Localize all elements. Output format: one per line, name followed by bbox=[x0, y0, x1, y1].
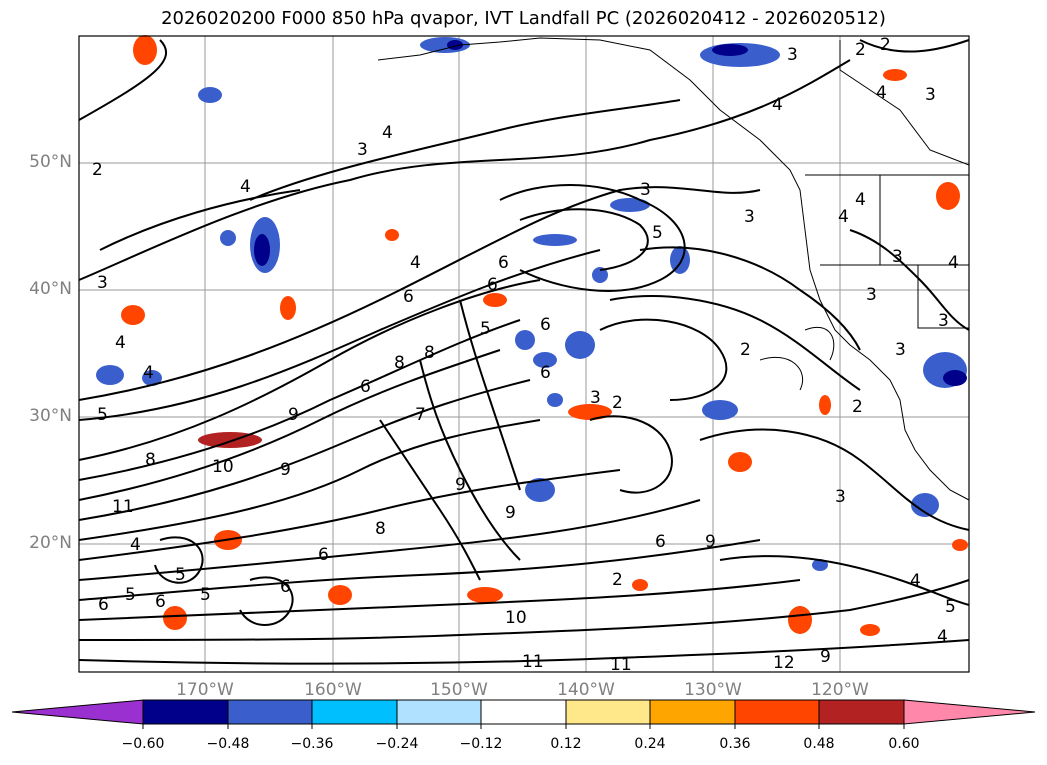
ivt-contours bbox=[78, 39, 970, 665]
contour-label: 9 bbox=[820, 647, 831, 667]
gridlines bbox=[79, 36, 969, 672]
contour-label: 9 bbox=[505, 503, 516, 523]
contour-label: 4 bbox=[382, 123, 393, 143]
contour-label: 2 bbox=[852, 397, 863, 417]
lon-label-150w: 150°W bbox=[430, 680, 488, 700]
contour-label: 2 bbox=[612, 570, 623, 590]
colorbar-tick-label: 0.24 bbox=[634, 736, 666, 752]
contour-label: 9 bbox=[288, 405, 299, 425]
contour-label: 8 bbox=[424, 343, 435, 363]
contour-label: 3 bbox=[892, 247, 903, 267]
contour-label: 3 bbox=[938, 311, 949, 331]
colorbar-tick-label: −0.12 bbox=[459, 736, 503, 752]
contour-label: 3 bbox=[895, 340, 906, 360]
contour-label: 3 bbox=[590, 388, 601, 408]
anomaly-outlines bbox=[759, 326, 835, 391]
contour-label: 4 bbox=[948, 253, 959, 273]
contour-label: 6 bbox=[540, 363, 551, 383]
chart-title: 2026020200 F000 850 hPa qvapor, IVT Land… bbox=[161, 8, 886, 29]
contour-label: 10 bbox=[212, 457, 234, 477]
map-background bbox=[79, 36, 969, 672]
contour-label: 4 bbox=[410, 253, 421, 273]
contour-label: 4 bbox=[772, 95, 783, 115]
contour-label: 8 bbox=[375, 519, 386, 539]
contour-label: 11 bbox=[112, 497, 134, 517]
contour-label: 4 bbox=[855, 190, 866, 210]
lat-label-20n: 20°N bbox=[29, 533, 72, 553]
lon-label-160w: 160°W bbox=[304, 680, 362, 700]
colorbar-tick-label: −0.60 bbox=[121, 736, 165, 752]
contour-label: 4 bbox=[240, 177, 251, 197]
contour-label: 3 bbox=[835, 487, 846, 507]
contour-label: 3 bbox=[925, 85, 936, 105]
contour-label: 2 bbox=[740, 340, 751, 360]
contour-label: 6 bbox=[360, 377, 371, 397]
contour-label: 5 bbox=[97, 405, 108, 425]
map-frame bbox=[78, 35, 970, 673]
contour-label: 6 bbox=[655, 532, 666, 552]
contour-label: 6 bbox=[403, 287, 414, 307]
contour-label: 6 bbox=[498, 253, 509, 273]
contour-label: 5 bbox=[125, 585, 136, 605]
contour-label: 5 bbox=[480, 319, 491, 339]
contour-label: 9 bbox=[280, 460, 291, 480]
contour-label: 4 bbox=[838, 207, 849, 227]
contour-label: 3 bbox=[744, 207, 755, 227]
contour-label: 6 bbox=[487, 275, 498, 295]
lon-label-170w: 170°W bbox=[176, 680, 234, 700]
contour-label: 8 bbox=[394, 353, 405, 373]
contour-label: 8 bbox=[145, 450, 156, 470]
contour-label: 4 bbox=[115, 333, 126, 353]
contour-label: 4 bbox=[143, 363, 154, 383]
contour-label: 9 bbox=[455, 475, 466, 495]
lon-label-140w: 140°W bbox=[557, 680, 615, 700]
contour-label: 11 bbox=[610, 655, 632, 675]
contour-label: 3 bbox=[640, 180, 651, 200]
contour-label: 5 bbox=[200, 585, 211, 605]
contour-label: 4 bbox=[876, 83, 887, 103]
contour-label: 2 bbox=[880, 35, 891, 55]
contour-labels: 2 3 5 8 11 10 9 3 4 4 6 6 6 5 8 8 6 7 9 … bbox=[92, 35, 959, 675]
contour-label: 3 bbox=[357, 140, 368, 160]
lon-label-120w: 120°W bbox=[811, 680, 869, 700]
contour-label: 4 bbox=[130, 535, 141, 555]
coastline bbox=[377, 37, 970, 501]
contour-label: 9 bbox=[705, 532, 716, 552]
colorbar-tick-label: 0.12 bbox=[550, 736, 582, 752]
contour-label: 2 bbox=[612, 393, 623, 413]
lat-label-40n: 40°N bbox=[29, 279, 72, 299]
contour-label: 4 bbox=[937, 627, 948, 647]
contour-label: 5 bbox=[652, 223, 663, 243]
colorbar-tick-label: 0.36 bbox=[719, 736, 751, 752]
contour-label: 2 bbox=[92, 160, 103, 180]
colorbar-tick-label: 0.48 bbox=[803, 736, 835, 752]
lon-label-130w: 130°W bbox=[684, 680, 742, 700]
contour-label: 3 bbox=[97, 273, 108, 293]
contour-label: 3 bbox=[787, 45, 798, 65]
colorbar bbox=[11, 699, 1036, 725]
contour-label: 10 bbox=[505, 608, 527, 628]
colorbar-tick-label: −0.48 bbox=[206, 736, 250, 752]
contour-label: 11 bbox=[522, 652, 544, 672]
lat-label-30n: 30°N bbox=[29, 406, 72, 426]
contour-label: 5 bbox=[175, 565, 186, 585]
colorbar-tick-label: −0.36 bbox=[290, 736, 334, 752]
anomaly-shading bbox=[96, 35, 968, 636]
contour-label: 2 bbox=[855, 40, 866, 60]
contour-label: 3 bbox=[866, 285, 877, 305]
contour-label: 12 bbox=[773, 653, 795, 673]
contour-label: 5 bbox=[945, 597, 956, 617]
contour-label: 6 bbox=[318, 545, 329, 565]
contour-label: 6 bbox=[540, 315, 551, 335]
lat-label-50n: 50°N bbox=[29, 152, 72, 172]
contour-label: 4 bbox=[910, 571, 921, 591]
contour-label: 6 bbox=[98, 595, 109, 615]
colorbar-ticks bbox=[142, 724, 905, 729]
contour-label: 6 bbox=[155, 592, 166, 612]
colorbar-tick-label: −0.24 bbox=[375, 736, 419, 752]
contour-label: 7 bbox=[415, 405, 426, 425]
contour-label: 6 bbox=[280, 577, 291, 597]
colorbar-tick-label: 0.60 bbox=[888, 736, 920, 752]
